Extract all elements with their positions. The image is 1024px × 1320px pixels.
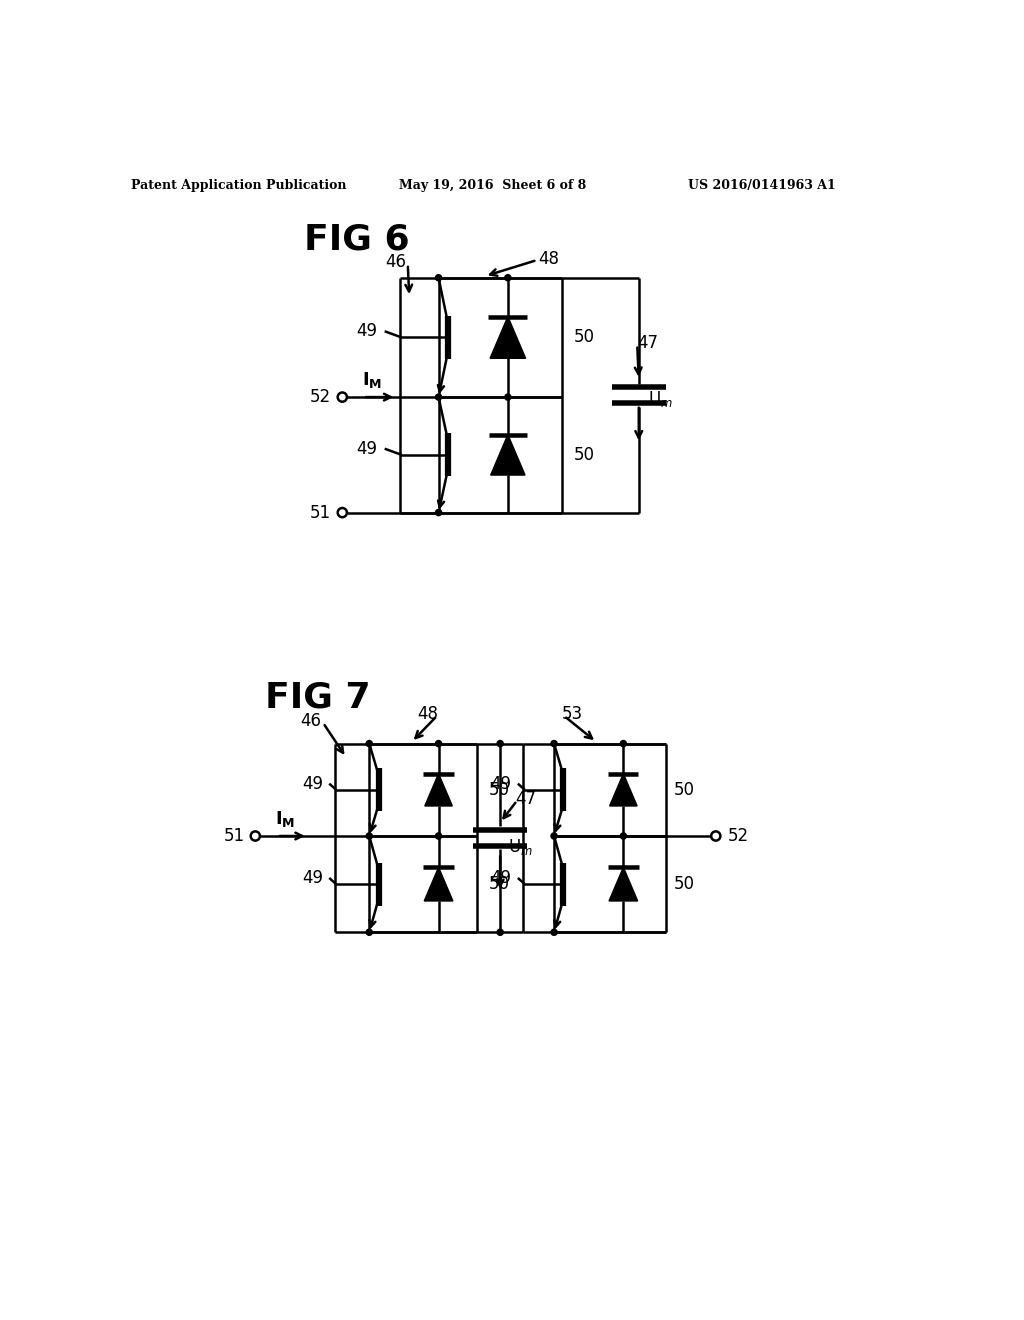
Circle shape [435,833,441,840]
Text: 46: 46 [300,711,322,730]
Circle shape [367,929,373,936]
Text: 52: 52 [309,388,331,407]
Text: 49: 49 [302,869,323,887]
Text: 49: 49 [302,775,323,792]
Circle shape [367,833,373,840]
Text: 49: 49 [356,440,377,458]
Circle shape [551,741,557,747]
Text: 51: 51 [223,828,245,845]
Text: 50: 50 [573,329,594,346]
Text: U$_m$: U$_m$ [648,388,673,409]
Text: US 2016/0141963 A1: US 2016/0141963 A1 [688,178,836,191]
Circle shape [435,395,441,400]
Text: 49: 49 [356,322,377,341]
Circle shape [551,833,557,840]
Circle shape [497,929,503,936]
Text: 50: 50 [488,875,510,894]
Text: FIG 7: FIG 7 [265,680,371,714]
Circle shape [621,833,627,840]
Text: 47: 47 [637,334,658,352]
Text: 50: 50 [674,875,694,894]
Text: 49: 49 [490,775,512,792]
Text: 50: 50 [488,781,510,799]
Text: U$_m$: U$_m$ [508,837,532,857]
Text: $\mathbf{I}_\mathbf{M}$: $\mathbf{I}_\mathbf{M}$ [275,809,296,829]
Text: Patent Application Publication: Patent Application Publication [131,178,346,191]
Text: 53: 53 [562,705,583,723]
Polygon shape [424,867,453,902]
Polygon shape [490,434,525,475]
Circle shape [435,275,441,281]
Text: 48: 48 [539,249,560,268]
Text: 46: 46 [385,253,407,272]
Text: 48: 48 [418,705,438,723]
Polygon shape [490,317,525,358]
Circle shape [621,741,627,747]
Circle shape [435,741,441,747]
Text: 49: 49 [490,869,512,887]
Text: 51: 51 [309,504,331,521]
Circle shape [551,929,557,936]
Text: May 19, 2016  Sheet 6 of 8: May 19, 2016 Sheet 6 of 8 [398,178,586,191]
Text: 47: 47 [515,791,537,808]
Circle shape [367,741,373,747]
Text: 52: 52 [727,828,749,845]
Text: 50: 50 [674,781,694,799]
Circle shape [497,741,503,747]
Circle shape [505,395,511,400]
Polygon shape [425,774,453,807]
Text: $\mathbf{I}_\mathbf{M}$: $\mathbf{I}_\mathbf{M}$ [361,370,382,391]
Polygon shape [609,774,637,807]
Circle shape [435,510,441,516]
Text: 50: 50 [573,446,594,463]
Polygon shape [609,867,638,902]
Circle shape [505,275,511,281]
Text: FIG 6: FIG 6 [304,222,410,256]
